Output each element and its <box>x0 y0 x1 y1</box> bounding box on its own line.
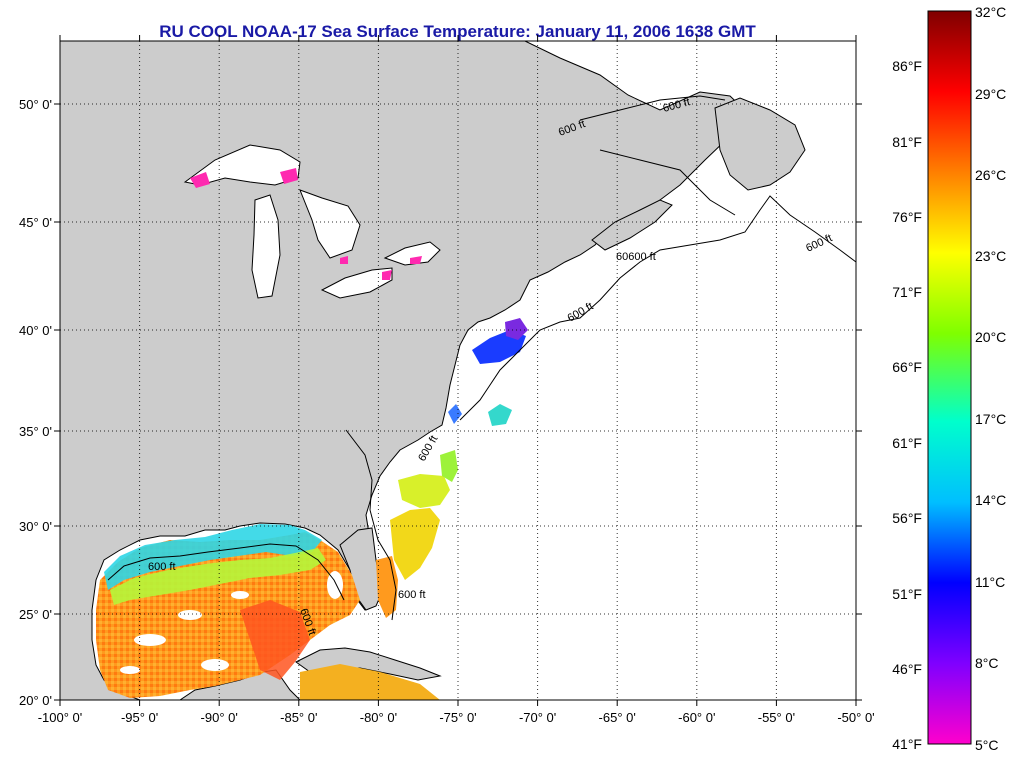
sst-gulf-of-mexico <box>96 524 360 698</box>
colorbar-celsius-label: 20°C <box>975 329 1006 345</box>
colorbar-fahrenheit-label: 61°F <box>892 435 922 451</box>
longitude-label: -85° 0' <box>280 710 317 725</box>
colorbar-celsius-label: 23°C <box>975 248 1006 264</box>
map-ticks <box>54 35 862 706</box>
colorbar-celsius-label: 11°C <box>975 574 1005 590</box>
bathymetry-contours <box>107 95 856 621</box>
colorbar-fahrenheit-label: 56°F <box>892 510 922 526</box>
longitude-label: -55° 0' <box>758 710 795 725</box>
colorbar-celsius-label: 26°C <box>975 167 1006 183</box>
colorbar-celsius-label: 8°C <box>975 655 999 671</box>
latitude-label: 45° 0' <box>19 215 52 230</box>
colorbar-fahrenheit-label: 41°F <box>892 736 922 752</box>
sst-mid-atlantic-cold <box>190 168 528 364</box>
land-nova-scotia <box>591 199 673 251</box>
colorbar-celsius-label: 5°C <box>975 737 999 753</box>
colorbar <box>927 10 972 745</box>
longitude-label: -95° 0' <box>121 710 158 725</box>
longitude-label: -75° 0' <box>439 710 476 725</box>
colorbar-fahrenheit-label: 71°F <box>892 284 922 300</box>
colorbar-celsius-label: 14°C <box>975 492 1006 508</box>
longitude-label: -90° 0' <box>201 710 238 725</box>
longitude-label: -70° 0' <box>519 710 556 725</box>
contour-label-scotian-shelf: 60600 ft <box>616 251 656 263</box>
longitude-label: -65° 0' <box>599 710 636 725</box>
colorbar-fahrenheit-label: 51°F <box>892 586 922 602</box>
longitude-label: -100° 0' <box>38 710 83 725</box>
colorbar-fahrenheit-label: 81°F <box>892 134 922 150</box>
colorbar-fahrenheit-labels: 86°F 81°F 76°F 71°F 66°F 61°F 56°F 51°F 46°F 41°F <box>892 58 922 752</box>
longitude-label: -50° 0' <box>837 710 874 725</box>
colorbar-celsius-label: 17°C <box>975 411 1006 427</box>
latitude-label: 50° 0' <box>19 97 52 112</box>
latitude-label: 30° 0' <box>19 519 52 534</box>
colorbar-celsius-label: 29°C <box>975 86 1006 102</box>
latitude-labels: 50° 0' 45° 0' 40° 0' 35° 0' 30° 0' 25° 0' 20° … <box>19 97 52 708</box>
lat-lon-grid <box>60 41 856 700</box>
land-newfoundland <box>714 97 806 191</box>
map-title: RU COOL NOAA-17 Sea Surface Temperature:… <box>159 22 756 41</box>
colorbar-fahrenheit-label: 66°F <box>892 359 922 375</box>
great-lakes <box>183 144 441 299</box>
longitude-label: -80° 0' <box>360 710 397 725</box>
latitude-label: 40° 0' <box>19 323 52 338</box>
longitude-label: -60° 0' <box>678 710 715 725</box>
map-area: 600 ft 600 ft 600 ft 60600 ft 600 ft 600… <box>60 41 856 700</box>
contour-label-bahamas: 600 ft <box>398 589 426 601</box>
colorbar-fahrenheit-label: 46°F <box>892 661 922 677</box>
latitude-label: 35° 0' <box>19 424 52 439</box>
colorbar-celsius-label: 32°C <box>975 4 1006 20</box>
land-north-america <box>60 41 751 700</box>
colorbar-celsius-labels: 32°C 29°C 26°C 23°C 20°C 17°C 14°C 11°C 8°C 5°C <box>975 4 1006 753</box>
colorbar-fahrenheit-label: 86°F <box>892 58 922 74</box>
latitude-label: 25° 0' <box>19 607 52 622</box>
contour-label-gulf: 600 ft <box>148 561 176 573</box>
colorbar-fahrenheit-label: 76°F <box>892 209 922 225</box>
longitude-labels: -100° 0' -95° 0' -90° 0' -85° 0' -80° 0' -75°… <box>38 710 875 725</box>
latitude-label: 20° 0' <box>19 693 52 708</box>
